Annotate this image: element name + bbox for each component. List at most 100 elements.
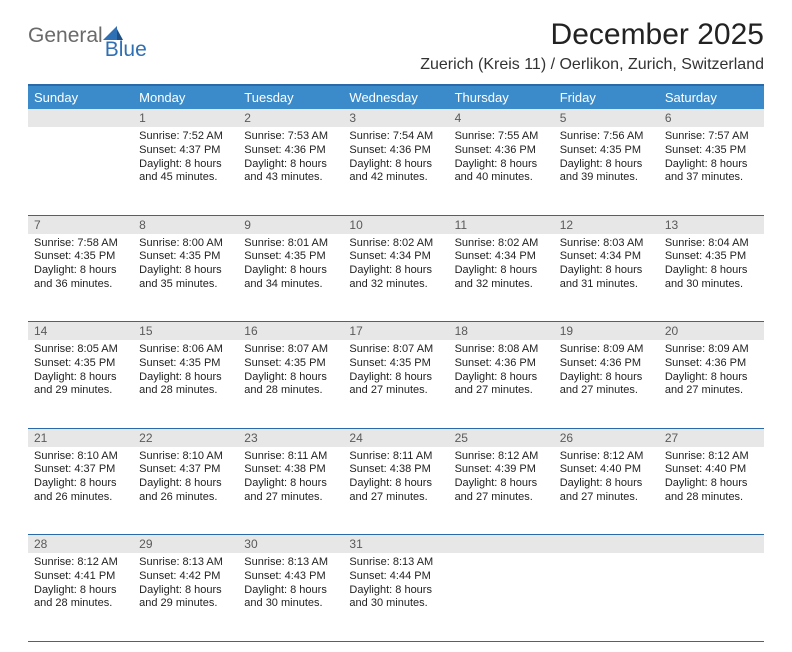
day-number-row: 21222324252627: [28, 428, 764, 447]
day-content-cell: Sunrise: 8:11 AMSunset: 4:38 PMDaylight:…: [343, 447, 448, 535]
brand-logo: General Blue: [28, 18, 169, 48]
day-number-cell: [659, 535, 764, 554]
day-content: Sunrise: 8:03 AMSunset: 4:34 PMDaylight:…: [554, 234, 659, 296]
day-content-cell: [554, 553, 659, 641]
day-number-row: 14151617181920: [28, 322, 764, 341]
day-content: [659, 553, 764, 560]
day-content-cell: Sunrise: 8:10 AMSunset: 4:37 PMDaylight:…: [133, 447, 238, 535]
page-title: December 2025: [420, 18, 764, 52]
day-content: Sunrise: 7:58 AMSunset: 4:35 PMDaylight:…: [28, 234, 133, 296]
day-content: Sunrise: 7:53 AMSunset: 4:36 PMDaylight:…: [238, 127, 343, 189]
day-content-cell: Sunrise: 8:02 AMSunset: 4:34 PMDaylight:…: [449, 234, 554, 322]
weekday-header: Tuesday: [238, 85, 343, 109]
day-content-cell: Sunrise: 8:02 AMSunset: 4:34 PMDaylight:…: [343, 234, 448, 322]
calendar-head: SundayMondayTuesdayWednesdayThursdayFrid…: [28, 85, 764, 109]
weekday-row: SundayMondayTuesdayWednesdayThursdayFrid…: [28, 85, 764, 109]
day-content: Sunrise: 8:02 AMSunset: 4:34 PMDaylight:…: [449, 234, 554, 296]
day-content: Sunrise: 8:12 AMSunset: 4:41 PMDaylight:…: [28, 553, 133, 615]
day-content: Sunrise: 8:13 AMSunset: 4:43 PMDaylight:…: [238, 553, 343, 615]
day-number-cell: 19: [554, 322, 659, 341]
day-content-cell: [28, 127, 133, 215]
day-number-cell: 11: [449, 215, 554, 234]
day-number-cell: 8: [133, 215, 238, 234]
day-content: Sunrise: 8:13 AMSunset: 4:44 PMDaylight:…: [343, 553, 448, 615]
calendar-table: SundayMondayTuesdayWednesdayThursdayFrid…: [28, 84, 764, 642]
day-number-cell: 24: [343, 428, 448, 447]
day-content-cell: Sunrise: 7:55 AMSunset: 4:36 PMDaylight:…: [449, 127, 554, 215]
brand-word2: Blue: [105, 38, 147, 62]
day-content: Sunrise: 7:57 AMSunset: 4:35 PMDaylight:…: [659, 127, 764, 189]
weekday-header: Monday: [133, 85, 238, 109]
day-content: Sunrise: 8:10 AMSunset: 4:37 PMDaylight:…: [133, 447, 238, 509]
day-content: Sunrise: 7:54 AMSunset: 4:36 PMDaylight:…: [343, 127, 448, 189]
day-content-cell: Sunrise: 8:08 AMSunset: 4:36 PMDaylight:…: [449, 340, 554, 428]
day-content-cell: Sunrise: 8:12 AMSunset: 4:40 PMDaylight:…: [659, 447, 764, 535]
day-content-cell: Sunrise: 7:58 AMSunset: 4:35 PMDaylight:…: [28, 234, 133, 322]
day-content-row: Sunrise: 7:52 AMSunset: 4:37 PMDaylight:…: [28, 127, 764, 215]
day-content: Sunrise: 8:10 AMSunset: 4:37 PMDaylight:…: [28, 447, 133, 509]
day-content-cell: Sunrise: 8:01 AMSunset: 4:35 PMDaylight:…: [238, 234, 343, 322]
day-number-cell: 27: [659, 428, 764, 447]
day-number-cell: 21: [28, 428, 133, 447]
day-content: Sunrise: 8:08 AMSunset: 4:36 PMDaylight:…: [449, 340, 554, 402]
day-number-row: 123456: [28, 109, 764, 127]
day-number-cell: 26: [554, 428, 659, 447]
day-content: Sunrise: 8:06 AMSunset: 4:35 PMDaylight:…: [133, 340, 238, 402]
day-number-cell: 18: [449, 322, 554, 341]
day-content: Sunrise: 7:52 AMSunset: 4:37 PMDaylight:…: [133, 127, 238, 189]
day-content: Sunrise: 8:12 AMSunset: 4:40 PMDaylight:…: [659, 447, 764, 509]
day-content-cell: Sunrise: 7:56 AMSunset: 4:35 PMDaylight:…: [554, 127, 659, 215]
day-content-cell: Sunrise: 8:09 AMSunset: 4:36 PMDaylight:…: [554, 340, 659, 428]
weekday-header: Wednesday: [343, 85, 448, 109]
day-content: [28, 127, 133, 134]
day-number-cell: 22: [133, 428, 238, 447]
day-content: Sunrise: 8:00 AMSunset: 4:35 PMDaylight:…: [133, 234, 238, 296]
day-content-cell: Sunrise: 8:09 AMSunset: 4:36 PMDaylight:…: [659, 340, 764, 428]
day-content-cell: Sunrise: 8:12 AMSunset: 4:41 PMDaylight:…: [28, 553, 133, 641]
day-number-cell: 29: [133, 535, 238, 554]
day-number-cell: 14: [28, 322, 133, 341]
weekday-header: Sunday: [28, 85, 133, 109]
weekday-header: Saturday: [659, 85, 764, 109]
calendar-body: 123456Sunrise: 7:52 AMSunset: 4:37 PMDay…: [28, 109, 764, 641]
day-number-cell: 16: [238, 322, 343, 341]
day-content-cell: Sunrise: 8:10 AMSunset: 4:37 PMDaylight:…: [28, 447, 133, 535]
day-content: Sunrise: 8:07 AMSunset: 4:35 PMDaylight:…: [238, 340, 343, 402]
day-content-cell: Sunrise: 8:11 AMSunset: 4:38 PMDaylight:…: [238, 447, 343, 535]
day-number-cell: 5: [554, 109, 659, 127]
day-number-cell: 4: [449, 109, 554, 127]
day-content-cell: Sunrise: 8:07 AMSunset: 4:35 PMDaylight:…: [238, 340, 343, 428]
brand-word1: General: [28, 24, 103, 48]
header: General Blue December 2025 Zuerich (Krei…: [28, 18, 764, 74]
day-content-cell: Sunrise: 8:13 AMSunset: 4:42 PMDaylight:…: [133, 553, 238, 641]
title-block: December 2025 Zuerich (Kreis 11) / Oerli…: [420, 18, 764, 74]
day-content-cell: Sunrise: 7:53 AMSunset: 4:36 PMDaylight:…: [238, 127, 343, 215]
day-number-row: 78910111213: [28, 215, 764, 234]
day-number-cell: [449, 535, 554, 554]
day-content-cell: Sunrise: 8:04 AMSunset: 4:35 PMDaylight:…: [659, 234, 764, 322]
day-number-cell: [28, 109, 133, 127]
day-content-cell: [449, 553, 554, 641]
day-content-cell: Sunrise: 8:05 AMSunset: 4:35 PMDaylight:…: [28, 340, 133, 428]
day-number-cell: 28: [28, 535, 133, 554]
day-content-cell: Sunrise: 8:07 AMSunset: 4:35 PMDaylight:…: [343, 340, 448, 428]
day-content: Sunrise: 8:09 AMSunset: 4:36 PMDaylight:…: [554, 340, 659, 402]
day-content: Sunrise: 8:12 AMSunset: 4:40 PMDaylight:…: [554, 447, 659, 509]
day-number-cell: 20: [659, 322, 764, 341]
day-content-cell: Sunrise: 8:12 AMSunset: 4:39 PMDaylight:…: [449, 447, 554, 535]
day-number-cell: 10: [343, 215, 448, 234]
day-content: Sunrise: 7:56 AMSunset: 4:35 PMDaylight:…: [554, 127, 659, 189]
day-content: [554, 553, 659, 560]
day-content-cell: Sunrise: 7:57 AMSunset: 4:35 PMDaylight:…: [659, 127, 764, 215]
day-number-cell: 6: [659, 109, 764, 127]
calendar-page: General Blue December 2025 Zuerich (Krei…: [0, 0, 792, 652]
day-number-cell: 13: [659, 215, 764, 234]
day-number-cell: 7: [28, 215, 133, 234]
day-number-cell: 30: [238, 535, 343, 554]
day-number-cell: 25: [449, 428, 554, 447]
day-number-cell: 23: [238, 428, 343, 447]
day-number-cell: 15: [133, 322, 238, 341]
day-content-row: Sunrise: 7:58 AMSunset: 4:35 PMDaylight:…: [28, 234, 764, 322]
day-content: Sunrise: 8:05 AMSunset: 4:35 PMDaylight:…: [28, 340, 133, 402]
day-content: Sunrise: 8:07 AMSunset: 4:35 PMDaylight:…: [343, 340, 448, 402]
